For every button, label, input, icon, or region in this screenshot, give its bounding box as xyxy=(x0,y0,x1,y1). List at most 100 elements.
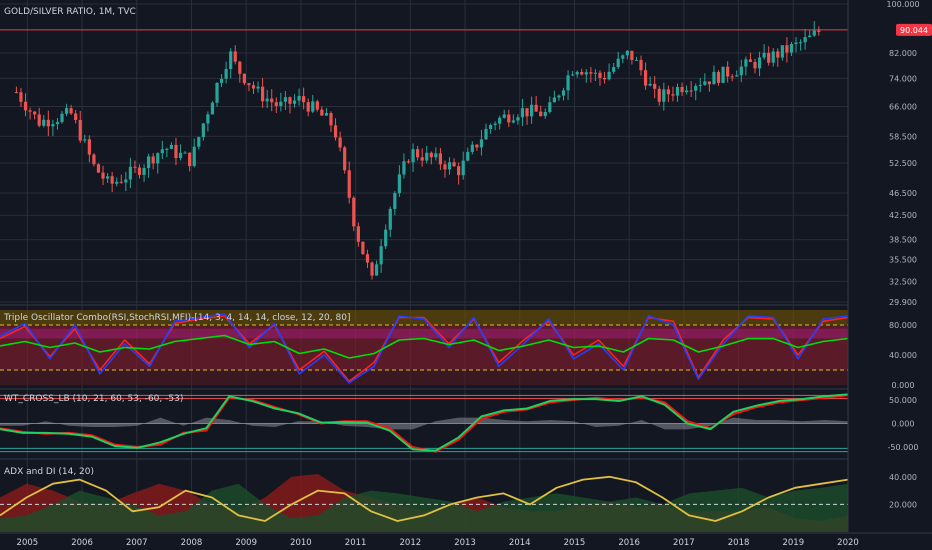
candle-body xyxy=(393,193,397,209)
candle-body xyxy=(425,152,429,161)
candle-body xyxy=(520,108,525,118)
candle-body xyxy=(689,90,693,92)
candle-body xyxy=(653,83,657,89)
candle-body xyxy=(110,176,114,184)
candle-body xyxy=(165,148,169,150)
x-tick-label: 2008 xyxy=(181,538,203,548)
x-tick-label: 2017 xyxy=(673,538,695,548)
candle-body xyxy=(406,161,411,163)
y-tick-label: 52.500 xyxy=(889,159,917,168)
candle-body xyxy=(443,164,447,170)
candle-body xyxy=(178,152,183,159)
candle-body xyxy=(602,77,607,80)
candle-body xyxy=(78,119,82,141)
candle-body xyxy=(261,86,265,102)
x-tick-label: 2018 xyxy=(728,538,750,548)
candle-body xyxy=(630,50,634,60)
candle-body xyxy=(320,109,324,116)
candle-body xyxy=(657,88,661,102)
y-tick-label: 0.000 xyxy=(892,420,915,429)
candle-body xyxy=(447,162,452,170)
candle-body xyxy=(19,92,23,102)
candle-body xyxy=(534,104,538,112)
candle-body xyxy=(374,264,379,276)
wt-cross-pane[interactable] xyxy=(0,393,849,453)
candle-body xyxy=(60,113,64,123)
candle-body xyxy=(753,61,757,69)
candle-body xyxy=(256,86,260,89)
candle-body xyxy=(292,100,297,104)
y-tick-label: 50.000 xyxy=(889,396,917,405)
candle-body xyxy=(128,166,132,180)
candle-body xyxy=(452,162,456,167)
candle-body xyxy=(83,139,87,141)
candle-body xyxy=(757,57,762,69)
candle-body xyxy=(589,72,593,74)
candle-body xyxy=(735,75,739,77)
adx-di-pane[interactable] xyxy=(0,474,849,532)
candle-body xyxy=(379,246,383,265)
triple-oscillator-pane[interactable] xyxy=(0,310,849,385)
price-title: GOLD/SILVER RATIO, 1M, TVC xyxy=(4,7,136,17)
x-tick-label: 2013 xyxy=(454,538,476,548)
adx-line xyxy=(0,475,849,522)
candle-body xyxy=(46,119,50,127)
candle-body xyxy=(575,71,579,75)
y-tick-label: -50.000 xyxy=(888,443,919,452)
candle-body xyxy=(188,152,192,167)
candle-body xyxy=(639,59,643,71)
candle-body xyxy=(703,81,707,85)
candle-body xyxy=(365,254,370,263)
candle-body xyxy=(279,101,283,106)
candle-body xyxy=(470,144,474,152)
candle-body xyxy=(776,51,780,58)
candle-body xyxy=(744,59,748,67)
osc-title: Triple Oscillator Combo(RSI,StochRSI,MFI… xyxy=(3,313,350,323)
price-pane[interactable] xyxy=(0,3,848,303)
candle-body xyxy=(484,128,488,140)
right-axis-bg xyxy=(848,0,932,550)
y-tick-label: 46.500 xyxy=(889,189,917,198)
x-tick-label: 2006 xyxy=(71,538,93,548)
mid-band xyxy=(0,325,848,370)
candle-body xyxy=(247,83,251,86)
x-tick-label: 2010 xyxy=(290,538,312,548)
candle-body xyxy=(785,45,789,53)
candle-body xyxy=(429,152,433,158)
candle-body xyxy=(511,120,515,123)
candle-body xyxy=(507,114,511,123)
candle-body xyxy=(329,113,333,126)
candle-body xyxy=(33,111,37,115)
candle-body xyxy=(147,156,151,169)
wt-title: WT_CROSS_LB (10, 21, 60, 53, -60, -53) xyxy=(4,394,183,404)
wt-line-1 xyxy=(0,393,849,452)
candle-body xyxy=(561,90,566,96)
candle-body xyxy=(739,66,743,76)
candle-body xyxy=(42,119,46,126)
candle-body xyxy=(726,66,730,77)
y-tick-label: 74.000 xyxy=(889,74,917,83)
candle-body xyxy=(748,59,753,62)
candle-body xyxy=(201,123,205,138)
candle-body xyxy=(798,42,803,44)
candle-body xyxy=(370,262,374,276)
candle-body xyxy=(516,117,520,121)
candle-body xyxy=(767,52,771,63)
x-tick-label: 2007 xyxy=(126,538,148,548)
candle-body xyxy=(302,96,306,103)
candle-body xyxy=(324,113,329,116)
candle-body xyxy=(593,72,598,74)
candle-body xyxy=(356,226,360,242)
candle-body xyxy=(233,51,237,62)
candle-body xyxy=(675,86,680,96)
candle-body xyxy=(789,43,794,53)
candle-body xyxy=(92,154,96,165)
y-tick-label: 20.000 xyxy=(889,500,917,509)
x-tick-label: 2012 xyxy=(400,538,422,548)
candle-body xyxy=(105,176,110,179)
y-tick-label: 80.000 xyxy=(889,321,917,330)
candle-body xyxy=(479,139,484,148)
candle-body xyxy=(333,125,338,138)
candle-body xyxy=(434,153,438,158)
